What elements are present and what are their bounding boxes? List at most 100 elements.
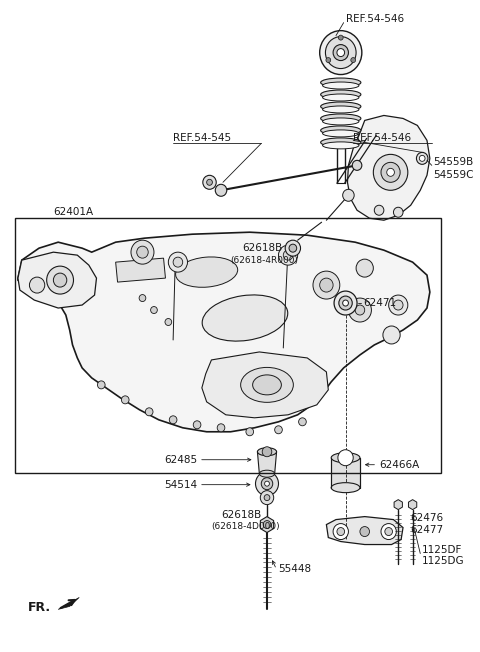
- Circle shape: [381, 162, 400, 183]
- Ellipse shape: [321, 78, 361, 87]
- Ellipse shape: [323, 118, 359, 125]
- Circle shape: [264, 495, 270, 501]
- Text: 1125DG: 1125DG: [422, 557, 465, 567]
- Ellipse shape: [240, 368, 293, 402]
- Circle shape: [275, 426, 282, 434]
- Ellipse shape: [321, 126, 361, 135]
- Ellipse shape: [257, 448, 276, 456]
- Ellipse shape: [323, 82, 359, 89]
- Circle shape: [264, 481, 269, 486]
- Ellipse shape: [321, 114, 361, 123]
- Polygon shape: [202, 352, 328, 418]
- Circle shape: [261, 478, 273, 490]
- Circle shape: [351, 57, 356, 63]
- Circle shape: [260, 491, 274, 505]
- Text: 62618B: 62618B: [221, 510, 261, 520]
- Circle shape: [348, 298, 372, 322]
- Circle shape: [420, 155, 425, 161]
- Circle shape: [121, 396, 129, 404]
- Text: 62477: 62477: [411, 525, 444, 535]
- Circle shape: [338, 450, 353, 466]
- Circle shape: [145, 408, 153, 416]
- Polygon shape: [348, 115, 430, 220]
- Text: 62466A: 62466A: [379, 460, 420, 469]
- Text: (62618-4D000): (62618-4D000): [212, 522, 280, 531]
- Circle shape: [97, 381, 105, 389]
- Circle shape: [355, 305, 365, 315]
- Circle shape: [29, 277, 45, 293]
- Text: 62476: 62476: [411, 512, 444, 523]
- Polygon shape: [18, 252, 96, 308]
- Polygon shape: [116, 258, 166, 282]
- Circle shape: [383, 326, 400, 344]
- Text: REF.54-546: REF.54-546: [353, 134, 411, 143]
- Text: 54559B: 54559B: [434, 157, 474, 168]
- Text: 54559C: 54559C: [434, 170, 474, 181]
- Polygon shape: [408, 499, 417, 510]
- Circle shape: [203, 175, 216, 189]
- Circle shape: [343, 300, 348, 306]
- Circle shape: [151, 306, 157, 314]
- Circle shape: [285, 240, 300, 256]
- Ellipse shape: [323, 94, 359, 101]
- Ellipse shape: [323, 130, 359, 137]
- Ellipse shape: [259, 470, 275, 477]
- Circle shape: [207, 179, 212, 185]
- Circle shape: [326, 57, 331, 63]
- Circle shape: [215, 185, 227, 196]
- Circle shape: [389, 295, 408, 315]
- Polygon shape: [394, 499, 402, 510]
- Circle shape: [137, 246, 148, 258]
- Circle shape: [360, 527, 370, 537]
- Text: 62401A: 62401A: [53, 207, 94, 217]
- Circle shape: [333, 524, 348, 540]
- Ellipse shape: [321, 102, 361, 111]
- Circle shape: [387, 168, 395, 176]
- Text: 1125DF: 1125DF: [422, 544, 463, 554]
- Circle shape: [289, 244, 297, 252]
- Circle shape: [278, 245, 298, 265]
- Circle shape: [168, 252, 188, 272]
- Circle shape: [283, 250, 293, 260]
- Circle shape: [338, 35, 343, 40]
- Ellipse shape: [202, 295, 288, 341]
- Circle shape: [337, 49, 345, 57]
- Circle shape: [333, 44, 348, 61]
- Text: 55448: 55448: [278, 565, 312, 574]
- Circle shape: [356, 259, 373, 277]
- Circle shape: [139, 295, 146, 302]
- Circle shape: [339, 296, 352, 310]
- Ellipse shape: [321, 90, 361, 99]
- Circle shape: [165, 319, 172, 325]
- Polygon shape: [18, 232, 430, 432]
- Circle shape: [381, 524, 396, 540]
- Circle shape: [352, 160, 362, 170]
- Circle shape: [320, 31, 362, 74]
- Circle shape: [255, 471, 278, 496]
- Text: 62471: 62471: [363, 298, 396, 308]
- Circle shape: [263, 520, 271, 529]
- Circle shape: [385, 527, 393, 535]
- Ellipse shape: [176, 257, 238, 288]
- Circle shape: [325, 37, 356, 68]
- Circle shape: [169, 416, 177, 424]
- Ellipse shape: [321, 138, 361, 147]
- Circle shape: [217, 424, 225, 432]
- Text: REF.54-546: REF.54-546: [346, 14, 404, 23]
- Circle shape: [374, 205, 384, 215]
- Text: (62618-4R000): (62618-4R000): [230, 256, 299, 265]
- Polygon shape: [260, 516, 274, 533]
- Circle shape: [343, 189, 354, 201]
- Polygon shape: [326, 516, 403, 544]
- Bar: [331, 458, 360, 488]
- Polygon shape: [58, 597, 79, 610]
- Circle shape: [334, 291, 357, 315]
- Circle shape: [131, 240, 154, 264]
- Text: 62618B: 62618B: [242, 243, 282, 253]
- Ellipse shape: [252, 375, 281, 395]
- Text: 54514: 54514: [164, 480, 197, 490]
- Circle shape: [394, 207, 403, 217]
- Ellipse shape: [323, 106, 359, 113]
- Text: 62485: 62485: [164, 454, 197, 465]
- Circle shape: [47, 266, 73, 294]
